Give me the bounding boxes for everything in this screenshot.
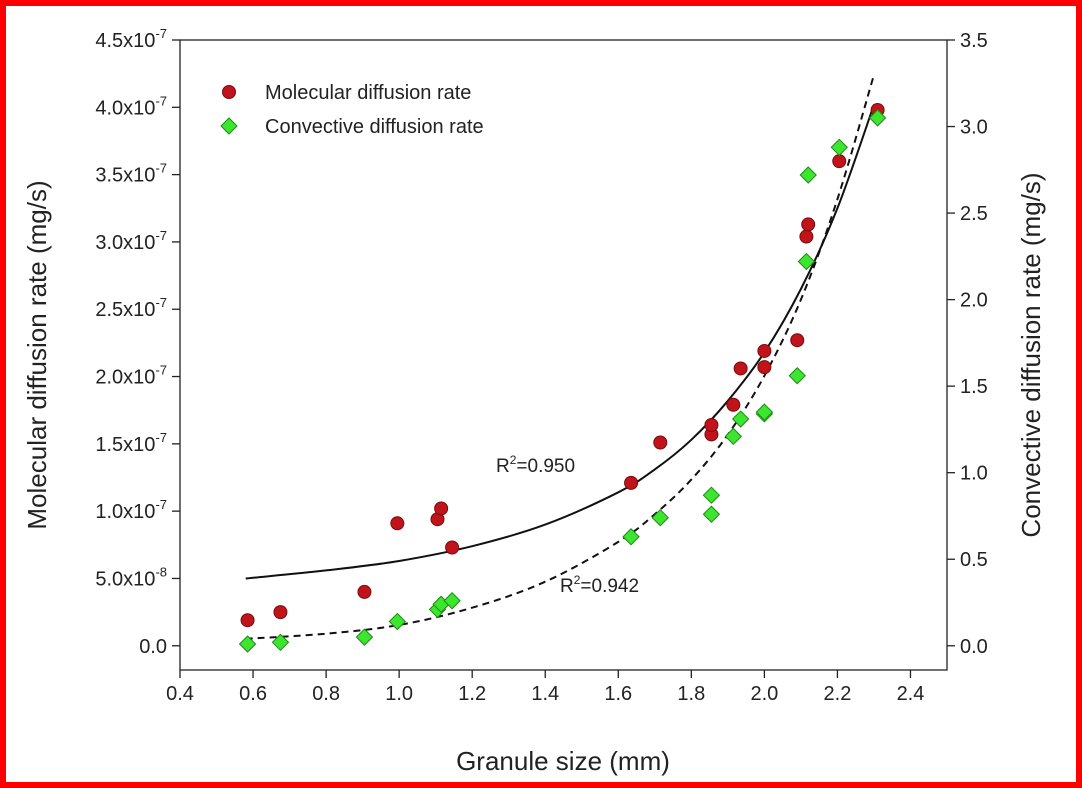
data-point-convective (622, 528, 640, 546)
y-right-tick-label: 0.0 (960, 636, 988, 658)
x-tick-label: 1.8 (677, 683, 705, 705)
legend-marker-convective (220, 117, 238, 135)
y-right-tick-label: 2.5 (960, 203, 988, 225)
y-left-tick-label: 4.5x10-7 (95, 26, 167, 52)
fit-curves (245, 74, 875, 640)
y-left-tick-label: 3.5x10-7 (95, 161, 167, 187)
x-tick-label: 1.0 (385, 683, 413, 705)
y-axis-left: 0.0 5.0x10-8 1.0x10-7 1.5x10-7 2.0x10-7 2.5x1… (95, 26, 180, 658)
y-axis-right-title: Convective diffusion rate (mg/s) (1016, 172, 1046, 537)
x-tick-label: 1.2 (458, 683, 486, 705)
y-right-tick-label: 3.0 (960, 117, 988, 139)
data-point-convective (271, 633, 290, 652)
data-point-convective (443, 592, 461, 610)
y-left-tick-label: 3.0x10-7 (95, 228, 167, 254)
r2-label-convective: R2=0.942 (560, 573, 639, 597)
data-point-convective (830, 138, 848, 157)
x-tick-label: 0.4 (166, 683, 194, 705)
data-point-convective (797, 252, 816, 271)
data-point-molecular (445, 540, 460, 555)
x-tick-label: 2.4 (897, 683, 925, 705)
data-point-convective (238, 635, 257, 653)
data-point-molecular (801, 217, 816, 232)
x-tick-label: 2.2 (824, 683, 852, 705)
x-tick-label: 1.4 (531, 683, 559, 705)
data-point-molecular (273, 605, 288, 620)
y-right-tick-label: 0.5 (960, 549, 988, 571)
fit-curve-molecular (245, 104, 875, 580)
fit-curve-convective (245, 74, 875, 640)
legend-marker-molecular (222, 85, 236, 99)
y-left-tick-label: 1.0x10-7 (95, 497, 167, 523)
y-left-tick-label: 1.5x10-7 (95, 430, 167, 456)
data-point-convective (355, 628, 374, 646)
data-point-convective (868, 109, 887, 127)
data-point-molecular (357, 584, 372, 599)
legend-label-convective: Convective diffusion rate (265, 116, 484, 138)
data-point-molecular (704, 418, 719, 432)
data-point-convective (731, 410, 750, 428)
x-tick-label: 2.0 (750, 683, 778, 705)
data-point-molecular (240, 613, 255, 628)
data-point-molecular (434, 501, 449, 516)
y-right-tick-label: 1.5 (960, 376, 988, 398)
legend-label-molecular: Molecular diffusion rate (265, 82, 471, 104)
y-left-tick-label: 4.0x10-7 (95, 93, 167, 119)
x-tick-label: 1.6 (604, 683, 632, 705)
data-point-convective (724, 427, 743, 446)
y-right-tick-label: 3.5 (960, 30, 988, 52)
x-axis: 0.4 0.6 0.8 1.0 1.2 1.4 1.6 1.8 2.0 2.2 2.4 (166, 670, 924, 705)
data-point-molecular (653, 435, 668, 450)
legend: Molecular diffusion rate Convective diff… (220, 82, 484, 138)
y-right-tick-label: 1.0 (960, 463, 988, 485)
data-point-convective (755, 403, 774, 421)
r2-label-molecular: R2=0.950 (496, 453, 575, 477)
data-point-molecular (790, 333, 805, 348)
data-point-molecular (733, 361, 748, 376)
data-point-molecular (624, 475, 639, 490)
data-point-convective (702, 505, 721, 523)
y-left-tick-label: 0.0 (139, 636, 167, 658)
data-point-molecular (757, 343, 772, 358)
y-right-tick-label: 2.0 (960, 290, 988, 312)
data-point-molecular (390, 516, 405, 531)
data-point-convective (799, 166, 817, 184)
data-point-molecular (757, 360, 772, 375)
data-point-convective (788, 367, 806, 385)
data-point-molecular (726, 397, 741, 412)
data-point-convective (702, 486, 721, 504)
data-points (238, 103, 887, 653)
data-point-convective (388, 612, 407, 631)
plot-frame (179, 39, 948, 671)
data-point-convective (651, 508, 669, 527)
data-point-molecular (832, 154, 847, 169)
y-axis-right: 0.0 0.5 1.0 1.5 2.0 2.5 3.0 3.5 (947, 30, 988, 658)
x-tick-label: 0.8 (312, 683, 340, 705)
y-left-tick-label: 2.0x10-7 (95, 363, 167, 389)
x-axis-title: Granule size (mm) (456, 746, 670, 776)
y-left-tick-label: 5.0x10-8 (95, 564, 167, 590)
x-tick-label: 0.6 (239, 683, 267, 705)
y-axis-left-title: Molecular diffusion rate (mg/s) (22, 180, 52, 529)
y-left-tick-label: 2.5x10-7 (95, 295, 167, 321)
data-point-molecular (799, 229, 814, 244)
